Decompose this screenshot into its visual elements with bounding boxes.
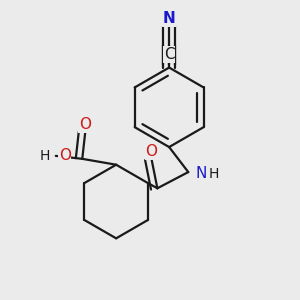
Text: H: H (208, 167, 219, 181)
Text: O: O (146, 144, 158, 159)
Text: N: N (163, 11, 175, 26)
Text: O: O (79, 118, 91, 133)
Text: C: C (164, 47, 175, 62)
Text: N: N (196, 166, 207, 181)
Text: H: H (40, 149, 50, 163)
Text: O: O (59, 148, 71, 164)
